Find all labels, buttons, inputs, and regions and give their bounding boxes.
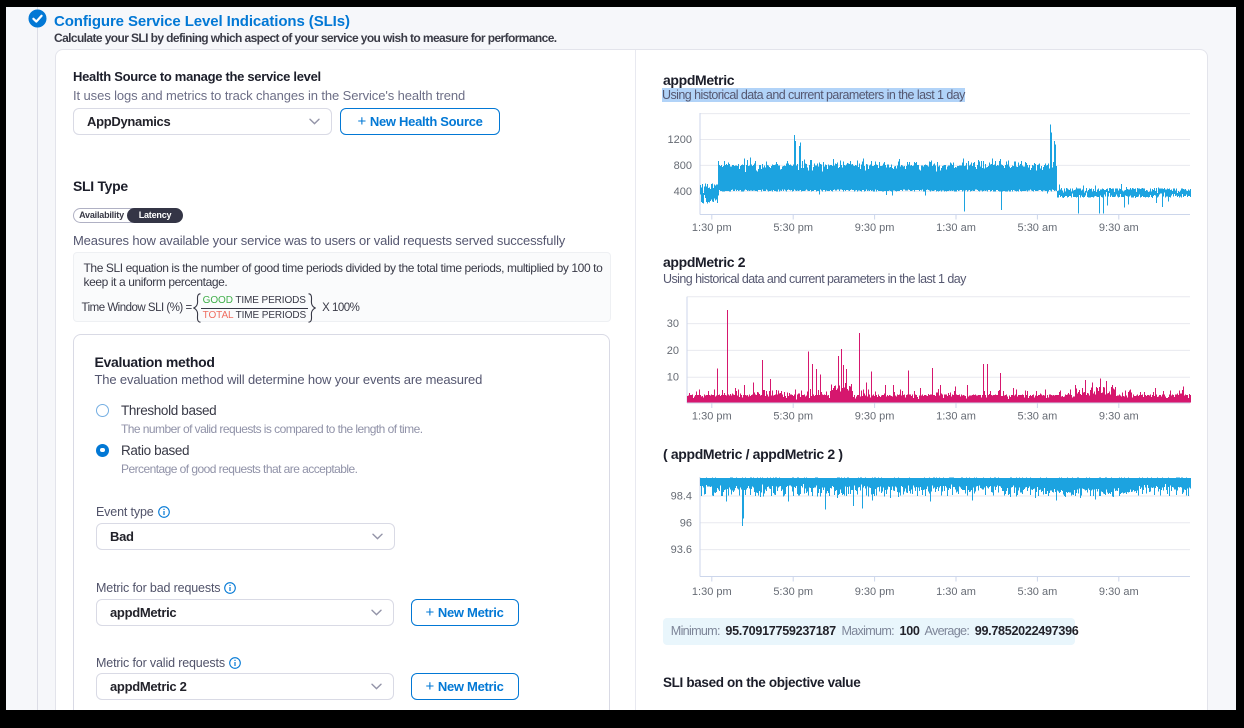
svg-text:93.6: 93.6 [671, 544, 692, 556]
svg-text:5:30 am: 5:30 am [1018, 222, 1058, 234]
svg-text:9:30 am: 9:30 am [1099, 222, 1139, 234]
svg-text:1:30 am: 1:30 am [936, 222, 976, 234]
svg-text:30: 30 [667, 318, 679, 330]
svg-text:5:30 am: 5:30 am [1018, 586, 1058, 598]
svg-text:9:30 am: 9:30 am [1099, 411, 1139, 423]
svg-text:10: 10 [667, 372, 679, 384]
svg-text:1:30 pm: 1:30 pm [692, 222, 732, 234]
svg-text:9:30 pm: 9:30 pm [855, 411, 895, 423]
svg-text:5:30 am: 5:30 am [1018, 411, 1058, 423]
svg-text:400: 400 [674, 186, 692, 198]
svg-text:1:30 pm: 1:30 pm [692, 586, 732, 598]
svg-text:98.4: 98.4 [671, 491, 692, 503]
svg-text:1:30 am: 1:30 am [936, 411, 976, 423]
svg-text:800: 800 [674, 160, 692, 172]
svg-text:96: 96 [680, 517, 692, 529]
svg-text:5:30 pm: 5:30 pm [773, 586, 813, 598]
svg-text:1:30 am: 1:30 am [936, 586, 976, 598]
svg-text:5:30 pm: 5:30 pm [773, 222, 813, 234]
svg-text:9:30 am: 9:30 am [1099, 586, 1139, 598]
svg-text:20: 20 [667, 345, 679, 357]
svg-text:1200: 1200 [668, 134, 692, 146]
svg-text:9:30 pm: 9:30 pm [855, 222, 895, 234]
svg-text:1:30 pm: 1:30 pm [692, 411, 732, 423]
svg-text:9:30 pm: 9:30 pm [855, 586, 895, 598]
svg-text:5:30 pm: 5:30 pm [773, 411, 813, 423]
